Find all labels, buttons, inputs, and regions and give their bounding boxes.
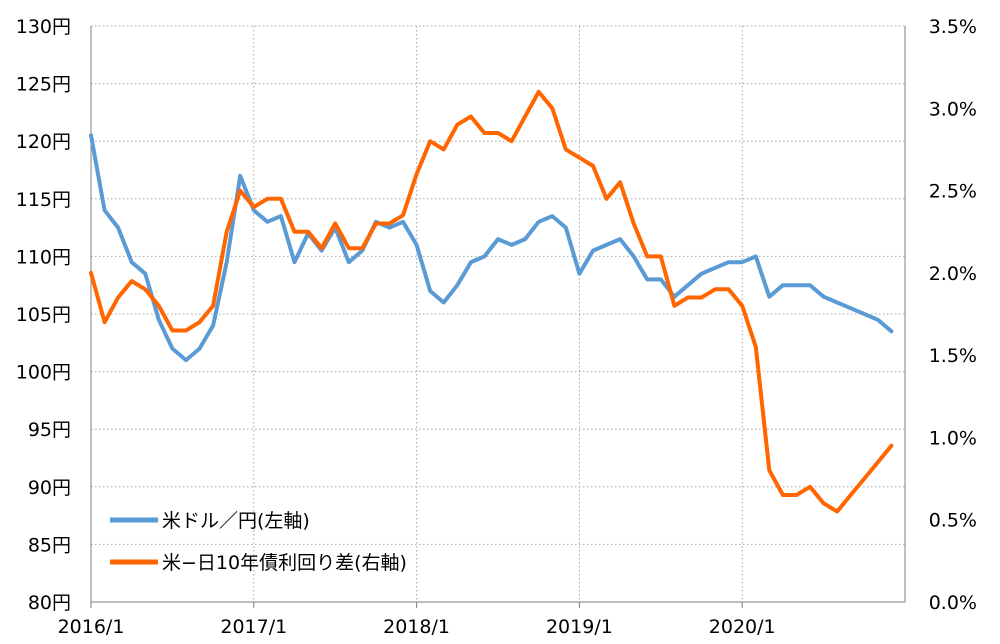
left-tick-label: 125円	[16, 74, 71, 96]
grid	[90, 25, 906, 603]
right-tick-label: 3.5%	[929, 16, 977, 38]
left-tick-label: 90円	[28, 477, 71, 499]
x-tick-label: 2018/1	[383, 616, 450, 638]
right-tick-label: 1.5%	[929, 345, 977, 367]
right-tick-label: 2.0%	[929, 263, 977, 285]
x-tick-label: 2017/1	[220, 616, 287, 638]
left-tick-label: 105円	[16, 304, 71, 326]
x-tick-label: 2020/1	[709, 616, 776, 638]
x-axis: 2016/1 2017/1 2018/1 2019/1 2020/1	[58, 602, 776, 638]
series-layer	[89, 89, 894, 514]
left-tick-label: 100円	[16, 362, 71, 384]
x-tick-label: 2016/1	[58, 616, 125, 638]
right-axis: 0.0% 0.5% 1.0% 1.5% 2.0% 2.5% 3.0% 3.5%	[929, 16, 977, 614]
right-tick-label: 2.5%	[929, 181, 977, 203]
legend: 米ドル／円(左軸) 米−日10年債利回り差(右軸)	[110, 510, 407, 574]
series-line-2	[89, 89, 894, 514]
left-tick-label: 85円	[28, 534, 71, 556]
left-tick-label: 95円	[28, 419, 71, 441]
legend-label-1: 米ドル／円(左軸)	[162, 510, 310, 532]
left-tick-label: 130円	[16, 16, 71, 38]
left-tick-label: 80円	[28, 592, 71, 614]
x-tick-label: 2019/1	[546, 616, 613, 638]
left-tick-label: 115円	[16, 189, 71, 211]
legend-label-2: 米−日10年債利回り差(右軸)	[162, 552, 407, 574]
right-tick-label: 0.5%	[929, 510, 977, 532]
left-tick-label: 120円	[16, 131, 71, 153]
series-line-1	[89, 133, 894, 363]
right-tick-label: 0.0%	[929, 592, 977, 614]
left-tick-label: 110円	[16, 246, 71, 268]
right-tick-label: 1.0%	[929, 427, 977, 449]
right-tick-label: 3.0%	[929, 98, 977, 120]
left-axis: 80円 85円 90円 95円 100円 105円 110円 115円 120円 125円 130円	[16, 16, 71, 614]
